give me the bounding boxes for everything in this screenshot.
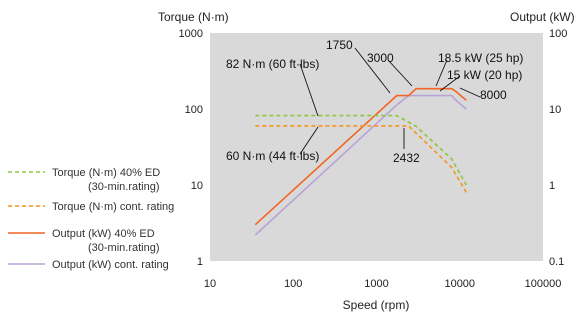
annotation-label: 15 kW (20 hp)	[447, 68, 522, 82]
y-right-axis-label: Output (kW)	[510, 10, 575, 24]
annotation-leader	[299, 63, 319, 117]
y-right-tick-label: 10	[549, 104, 561, 116]
series-line-2	[254, 87, 467, 226]
annotation-label: 18.5 kW (25 hp)	[438, 51, 523, 65]
legend-label: Output (kW) 40% ED	[52, 228, 155, 240]
y-left-axis-label: Torque (N·m)	[158, 10, 229, 24]
annotation-leader	[354, 47, 391, 94]
x-tick-label: 1000	[364, 278, 388, 290]
x-tick-label: 10000	[444, 278, 475, 290]
series-line-0	[255, 114, 467, 186]
y-left-tick-label: 10	[191, 180, 203, 192]
annotation-label: 60 N·m (44 ft·lbs)	[226, 149, 319, 163]
x-axis-label: Speed (rpm)	[343, 298, 410, 312]
annotation-label: 2432	[393, 151, 420, 165]
annotation-label: 82 N·m (60 ft·lbs)	[226, 57, 319, 71]
legend-label: Output (kW) cont. rating	[52, 259, 169, 271]
legend-label-sub: (30-min.rating)	[88, 242, 160, 254]
annotation-label: 3000	[367, 51, 394, 65]
annotation-leader	[435, 59, 448, 87]
x-tick-label: 100	[284, 278, 302, 290]
series-line-1	[255, 125, 467, 193]
y-left-tick-label: 1000	[179, 28, 203, 40]
annotation-label: 1750	[326, 38, 353, 52]
annotation-leader	[387, 59, 413, 87]
series-line-3	[254, 94, 467, 236]
x-tick-label: 100000	[525, 278, 562, 290]
annotation-label: 8000	[480, 88, 507, 102]
x-tick-label: 10	[204, 278, 216, 290]
legend-label: Torque (N·m) cont. rating	[52, 201, 174, 213]
y-right-tick-label: 0.1	[549, 256, 564, 268]
annotation-leader	[299, 126, 319, 155]
y-left-tick-label: 1	[197, 256, 203, 268]
y-right-tick-label: 100	[549, 28, 567, 40]
annotation-leader	[439, 75, 461, 92]
y-right-tick-label: 1	[549, 180, 555, 192]
y-left-tick-label: 100	[185, 104, 203, 116]
legend-label: Torque (N·m) 40% ED	[52, 167, 160, 179]
annotation-leader	[459, 87, 481, 98]
plot-area	[210, 33, 543, 261]
legend-label-sub: (30-min.rating)	[88, 181, 160, 193]
